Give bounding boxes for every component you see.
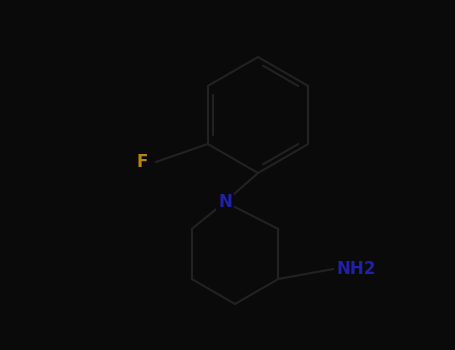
Text: N: N <box>218 193 232 211</box>
Text: NH2: NH2 <box>336 260 376 278</box>
Text: F: F <box>136 153 148 171</box>
